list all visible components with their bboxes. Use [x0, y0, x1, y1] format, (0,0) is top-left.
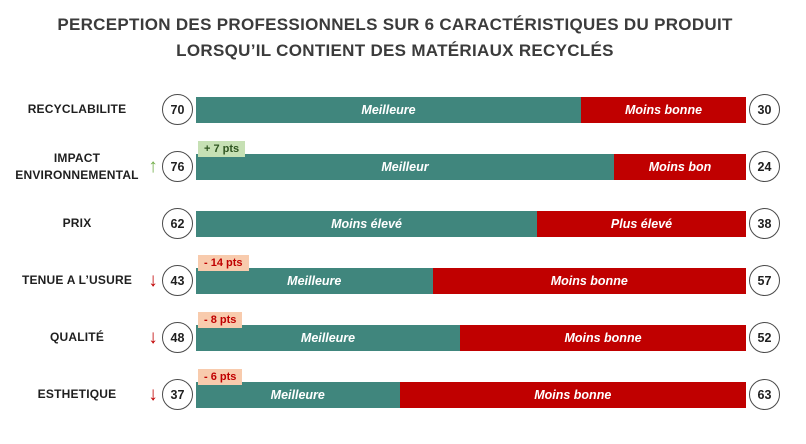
row-label: PRIX — [62, 216, 92, 231]
bar-segment-negative: Moins bonne — [432, 267, 746, 294]
chart-row-qualite: QUALITÉ ↓ 48 - 8 pts Meilleure Moins bon… — [10, 309, 780, 366]
left-value-circle: 43 — [162, 265, 193, 296]
stacked-bar: Moins élevé Plus élevé — [196, 210, 746, 237]
stacked-bar: - 8 pts Meilleure Moins bonne — [196, 311, 746, 351]
bar-segment-positive: Meilleur — [196, 153, 614, 180]
bar-segment-negative: Plus élevé — [537, 210, 746, 237]
left-value-circle: 70 — [162, 94, 193, 125]
chart-row-tenue-a-l-usure: TENUE A L’USURE ↓ 43 - 14 pts Meilleure … — [10, 252, 780, 309]
bar-segment-negative: Moins bonne — [581, 96, 746, 123]
row-label: TENUE A L’USURE — [21, 273, 133, 288]
trend-down-icon: ↓ — [148, 270, 158, 291]
chart-row-recyclabilite: RECYCLABILITE 70 Meilleure Moins bonne 3… — [10, 81, 780, 138]
row-label: QUALITÉ — [49, 330, 105, 345]
chart-rows: RECYCLABILITE 70 Meilleure Moins bonne 3… — [10, 81, 780, 423]
stacked-bar: Meilleure Moins bonne — [196, 96, 746, 123]
bar-segment-negative: Moins bonne — [460, 324, 746, 351]
bar-segment-positive: Meilleure — [196, 96, 581, 123]
stacked-bar: - 6 pts Meilleure Moins bonne — [196, 368, 746, 408]
change-badge-down: - 14 pts — [198, 254, 249, 271]
row-label: IMPACT ENVIRONNEMENTAL — [15, 151, 139, 182]
left-value-circle: 62 — [162, 208, 193, 239]
chart-row-esthetique: ESTHETIQUE ↓ 37 - 6 pts Meilleure Moins … — [10, 366, 780, 423]
bar-segment-positive: Meilleure — [196, 324, 460, 351]
change-badge-down: - 8 pts — [198, 311, 243, 328]
right-value-circle: 52 — [749, 322, 780, 353]
chart-row-impact-environnemental: IMPACT ENVIRONNEMENTAL ↑ 76 + 7 pts Meil… — [10, 138, 780, 195]
right-value-circle: 38 — [749, 208, 780, 239]
chart-row-prix: PRIX 62 Moins élevé Plus élevé 38 — [10, 195, 780, 252]
bar-segment-positive: Meilleure — [196, 267, 433, 294]
trend-down-icon: ↓ — [148, 384, 158, 405]
left-value-circle: 48 — [162, 322, 193, 353]
trend-up-icon: ↑ — [148, 156, 158, 177]
chart-title: PERCEPTION DES PROFESSIONNELS SUR 6 CARA… — [10, 12, 780, 63]
bar-segment-positive: Meilleure — [196, 381, 400, 408]
right-value-circle: 30 — [749, 94, 780, 125]
change-badge-down: - 6 pts — [198, 368, 243, 385]
right-value-circle: 63 — [749, 379, 780, 410]
left-value-circle: 37 — [162, 379, 193, 410]
stacked-bar: + 7 pts Meilleur Moins bon — [196, 140, 746, 180]
stacked-bar: - 14 pts Meilleure Moins bonne — [196, 254, 746, 294]
bar-segment-positive: Moins élevé — [196, 210, 537, 237]
chart-title-line2: LORSQU’IL CONTIENT DES MATÉRIAUX RECYCLÉ… — [176, 40, 614, 60]
bar-segment-negative: Moins bonne — [399, 381, 746, 408]
bar-segment-negative: Moins bon — [614, 153, 746, 180]
row-label: ESTHETIQUE — [37, 387, 117, 402]
change-badge-up: + 7 pts — [198, 140, 246, 157]
right-value-circle: 24 — [749, 151, 780, 182]
left-value-circle: 76 — [162, 151, 193, 182]
right-value-circle: 57 — [749, 265, 780, 296]
trend-down-icon: ↓ — [148, 327, 158, 348]
row-label: RECYCLABILITE — [27, 102, 127, 117]
chart-title-line1: PERCEPTION DES PROFESSIONNELS SUR 6 CARA… — [57, 15, 733, 34]
